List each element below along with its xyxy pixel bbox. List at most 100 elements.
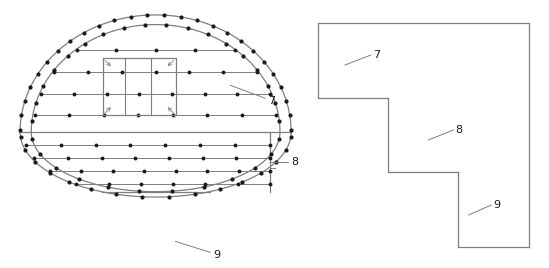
Point <box>56 143 65 147</box>
Point <box>131 156 139 160</box>
Point <box>216 187 225 191</box>
Point <box>36 152 44 157</box>
Point <box>233 92 242 96</box>
Point <box>70 92 79 96</box>
Point <box>200 92 209 96</box>
Point <box>81 42 89 46</box>
Point <box>66 39 75 43</box>
Point <box>208 24 217 28</box>
Point <box>111 192 120 196</box>
Point <box>266 156 274 160</box>
Point <box>52 166 61 170</box>
Point <box>185 70 194 75</box>
Point <box>282 148 290 152</box>
Point <box>137 182 145 186</box>
Point <box>26 85 35 90</box>
Point <box>266 143 274 147</box>
Point <box>274 137 283 141</box>
Point <box>91 143 100 147</box>
Point <box>266 152 275 157</box>
Point <box>266 92 274 96</box>
Point <box>161 143 170 147</box>
Text: 8: 8 <box>291 157 298 167</box>
Point <box>239 53 248 58</box>
Point <box>266 182 274 186</box>
Point <box>249 49 258 53</box>
Point <box>191 48 199 53</box>
Point <box>277 85 285 90</box>
Point <box>46 169 54 173</box>
Point <box>75 177 84 181</box>
Point <box>227 177 236 181</box>
Point <box>269 72 278 76</box>
Point <box>160 13 169 17</box>
Point <box>30 156 38 160</box>
Point <box>201 182 210 186</box>
Point <box>203 32 212 37</box>
Point <box>72 48 81 53</box>
Point <box>16 128 25 132</box>
Point <box>20 99 29 103</box>
Point <box>143 13 152 17</box>
Point <box>266 169 274 173</box>
Point <box>171 169 180 173</box>
Point <box>112 48 121 53</box>
Point <box>169 113 177 117</box>
Point <box>97 156 106 160</box>
Point <box>230 48 239 53</box>
Point <box>165 195 173 199</box>
Point <box>87 187 96 191</box>
Point <box>257 171 266 175</box>
Point <box>272 113 281 117</box>
Point <box>282 99 291 103</box>
Point <box>237 39 245 43</box>
Point <box>250 166 259 170</box>
Point <box>231 143 239 147</box>
Text: 8: 8 <box>455 125 462 135</box>
Point <box>183 26 192 30</box>
Point <box>199 185 208 189</box>
Point <box>80 31 88 35</box>
Point <box>285 113 294 117</box>
Point <box>64 180 73 184</box>
Text: 7: 7 <box>373 50 380 60</box>
Point <box>99 113 108 117</box>
Point <box>110 18 119 23</box>
Point <box>31 160 40 164</box>
Point <box>28 137 37 141</box>
Point <box>64 53 72 58</box>
Point <box>219 70 228 75</box>
Point <box>21 148 30 152</box>
Point <box>37 92 46 96</box>
Point <box>117 70 126 75</box>
Point <box>165 156 173 160</box>
Point <box>17 113 26 117</box>
Point <box>176 15 185 19</box>
Point <box>42 60 51 64</box>
Point <box>138 195 147 199</box>
Point <box>108 169 117 173</box>
Point <box>234 169 243 173</box>
Point <box>203 169 211 173</box>
Point <box>104 182 113 186</box>
Point <box>126 15 135 19</box>
Point <box>232 156 240 160</box>
Point <box>287 135 295 139</box>
Point <box>27 119 36 124</box>
Point <box>135 92 144 96</box>
Text: 9: 9 <box>494 200 501 210</box>
Point <box>167 92 176 96</box>
Point <box>238 113 247 117</box>
Point <box>83 70 92 75</box>
Point <box>222 42 231 46</box>
Point <box>287 128 295 132</box>
Point <box>119 26 128 30</box>
Point <box>238 180 247 184</box>
Point <box>102 92 111 96</box>
Point <box>126 143 135 147</box>
Point <box>46 171 54 175</box>
Point <box>167 189 176 193</box>
Point <box>103 185 112 189</box>
Point <box>253 68 261 72</box>
Point <box>191 192 200 196</box>
